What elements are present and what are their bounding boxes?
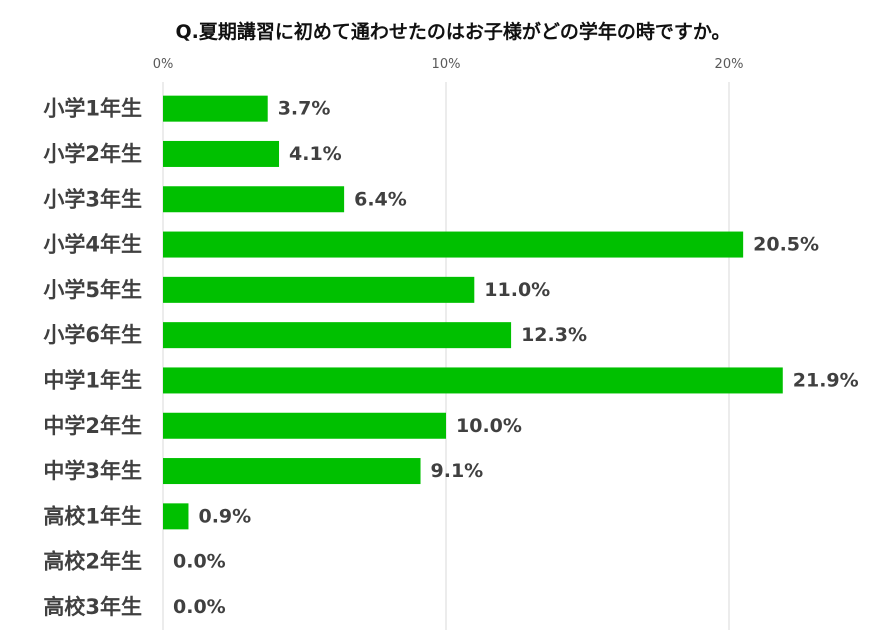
data-label: 20.5% (753, 234, 819, 256)
x-tick-label: 10% (432, 57, 461, 72)
category-label: 高校2年生 (43, 550, 142, 574)
bar (163, 95, 268, 122)
data-label: 11.0% (484, 279, 550, 301)
category-label: 中学1年生 (43, 368, 142, 392)
bar (163, 412, 446, 439)
category-label: 小学6年生 (43, 323, 142, 347)
bars (163, 95, 783, 530)
bar (163, 276, 475, 303)
bar (163, 322, 512, 349)
x-tick-label: 20% (715, 57, 744, 72)
category-label: 高校1年生 (43, 504, 142, 528)
bar (163, 458, 421, 485)
data-label: 0.9% (198, 505, 251, 527)
bar (163, 367, 783, 394)
bar (163, 503, 189, 530)
data-label: 0.0% (173, 551, 226, 573)
category-label: 小学4年生 (43, 233, 142, 257)
category-label: 小学3年生 (43, 187, 142, 211)
data-label: 21.9% (793, 369, 859, 391)
bar (163, 140, 280, 167)
bar (163, 186, 345, 213)
category-label: 小学2年生 (43, 142, 142, 166)
data-label: 3.7% (278, 98, 331, 120)
category-label: 中学2年生 (43, 414, 142, 438)
bar (163, 231, 744, 258)
chart-title: Q.夏期講習に初めて通わせたのはお子様がどの学年の時ですか。 (176, 20, 731, 43)
data-label: 4.1% (289, 143, 342, 165)
data-label: 12.3% (521, 324, 587, 346)
data-label: 10.0% (456, 415, 522, 437)
data-label: 0.0% (173, 596, 226, 618)
x-tick-label: 0% (153, 57, 174, 72)
data-labels: 3.7% 4.1% 6.4% 20.5% 11.0% 12.3% 21.9% 10.0% 9.1… (173, 98, 859, 618)
category-label: 小学5年生 (43, 278, 142, 302)
category-labels: 小学1年生小学2年生小学3年生小学4年生小学5年生小学6年生中学1年生中学2年生… (43, 97, 142, 619)
data-label: 6.4% (354, 188, 407, 210)
data-label: 9.1% (431, 460, 484, 482)
gridlines (162, 82, 730, 630)
category-label: 小学1年生 (43, 97, 142, 121)
x-axis-ticks: 0% 10% 20% (153, 57, 744, 72)
category-label: 高校3年生 (43, 595, 142, 619)
category-label: 中学3年生 (43, 459, 142, 483)
